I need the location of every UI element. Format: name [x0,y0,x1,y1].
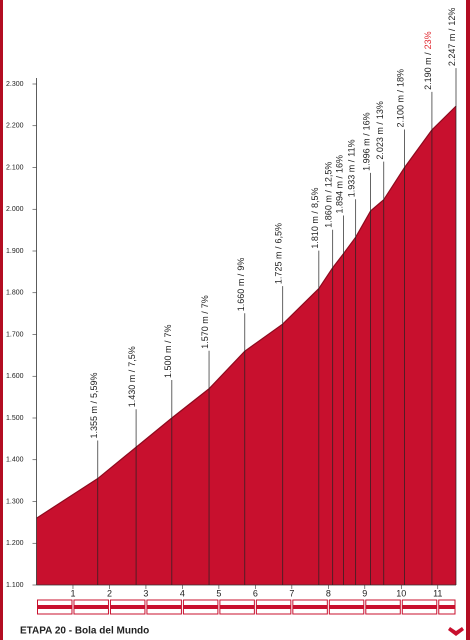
marker-value: 2.023 m / [375,122,385,160]
y-tick-label: 1.400 [6,457,24,464]
marker-grade: 13% [375,101,385,119]
km-stripe-band [256,605,291,609]
marker-label: 2.100 m / 18% [396,69,406,128]
y-tick-label: 1.300 [6,498,24,505]
x-tick-label: 7 [289,588,294,598]
y-tick-label: 1.700 [6,331,24,338]
marker-label: 1.933 m / 11% [347,139,357,197]
marker-label: 1.430 m / 7,5% [127,346,137,407]
x-tick-label: 11 [433,588,442,598]
marker-value: 1.996 m / [362,133,372,171]
chart-title: ETAPA 20 - Bola del Mundo [20,626,149,637]
marker-label: 2.023 m / 13% [375,101,385,160]
y-tick-label: 1.200 [6,540,24,547]
km-stripe-band [73,605,109,609]
x-tick-label: 2 [107,588,112,598]
marker-grade: 12% [447,8,457,26]
km-stripe-band [37,605,72,609]
marker-grade: 18% [396,69,406,87]
marker-grade: 5,59% [89,372,99,398]
marker-grade: 11% [347,139,357,156]
marker-label: 1.725 m / 6,5% [274,223,284,284]
x-tick-label: 5 [216,588,221,598]
marker-value: 1.725 m / [274,246,284,284]
profile-line [36,105,457,519]
y-tick-label: 2.200 [6,123,24,130]
x-tick-label: 9 [362,588,367,598]
marker-value: 1.933 m / [347,159,357,197]
marker-grade: 7% [163,324,173,337]
marker-value: 1.430 m / [127,369,137,407]
x-tick-label: 1 [70,588,75,598]
marker-grade: 6,5% [274,223,284,244]
x-tick-label: 10 [396,588,406,598]
marker-grade: 7% [200,295,210,308]
marker-value: 1.500 m / [163,340,173,378]
km-stripe-band [292,605,328,609]
right-border [466,0,470,640]
marker-value: 1.860 m / [324,190,334,228]
marker-grade: 12,5% [324,162,334,188]
marker-label: 1.894 m / 16% [335,155,345,214]
km-stripe-band [402,605,437,609]
x-tick-label: 8 [326,588,331,598]
marker-value: 1.355 m / [89,401,99,439]
km-stripe-band [183,605,218,609]
marker-grade: 16% [335,155,345,173]
y-tick-label: 2.100 [6,164,24,171]
km-stripe-band [438,605,455,609]
marker-value: 2.247 m / [447,28,457,66]
y-tick-label: 1.900 [6,248,24,255]
marker-value: 1.894 m / [335,175,345,213]
km-stripe-band [146,605,182,609]
marker-label: 1.355 m / 5,59% [89,372,99,438]
marker-label: 2.190 m / 23% [423,31,433,90]
marker-grade: 7,5% [127,346,137,367]
y-tick-label: 1.500 [6,415,24,422]
marker-value: 1.810 m / [310,211,320,249]
marker-label: 1.810 m / 8,5% [310,188,320,249]
marker-value: 1.660 m / [236,273,246,311]
marker-label: 1.500 m / 7% [163,324,173,378]
marker-grade: 9% [236,258,246,271]
y-tick-label: 2.300 [6,81,24,88]
marker-grade: 16% [362,112,372,130]
marker-label: 2.247 m / 12% [447,8,457,67]
marker-value: 1.570 m / [200,311,210,349]
marker-grade: 8,5% [310,188,320,209]
marker-label: 1.660 m / 9% [236,258,246,312]
x-tick-label: 6 [253,588,258,598]
y-tick-label: 2.000 [6,206,24,213]
y-tick-label: 1.600 [6,373,24,380]
marker-value: 2.190 m / [423,52,433,90]
marker-label: 1.570 m / 7% [200,295,210,349]
profile-area [36,106,456,585]
left-border [0,0,3,640]
km-stripe-band [219,605,255,609]
x-tick-label: 3 [143,588,148,598]
y-tick-label: 1.100 [6,582,24,589]
marker-grade: 23% [423,31,433,49]
chevron-icon [448,627,464,636]
km-stripe-band [329,605,364,609]
y-tick-label: 1.800 [6,290,24,297]
km-stripe-band [365,605,401,609]
x-tick-label: 4 [180,588,185,598]
marker-label: 1.860 m / 12,5% [324,162,334,228]
marker-label: 1.996 m / 16% [362,112,372,171]
marker-value: 2.100 m / [396,89,406,127]
km-stripe-band [110,605,145,609]
